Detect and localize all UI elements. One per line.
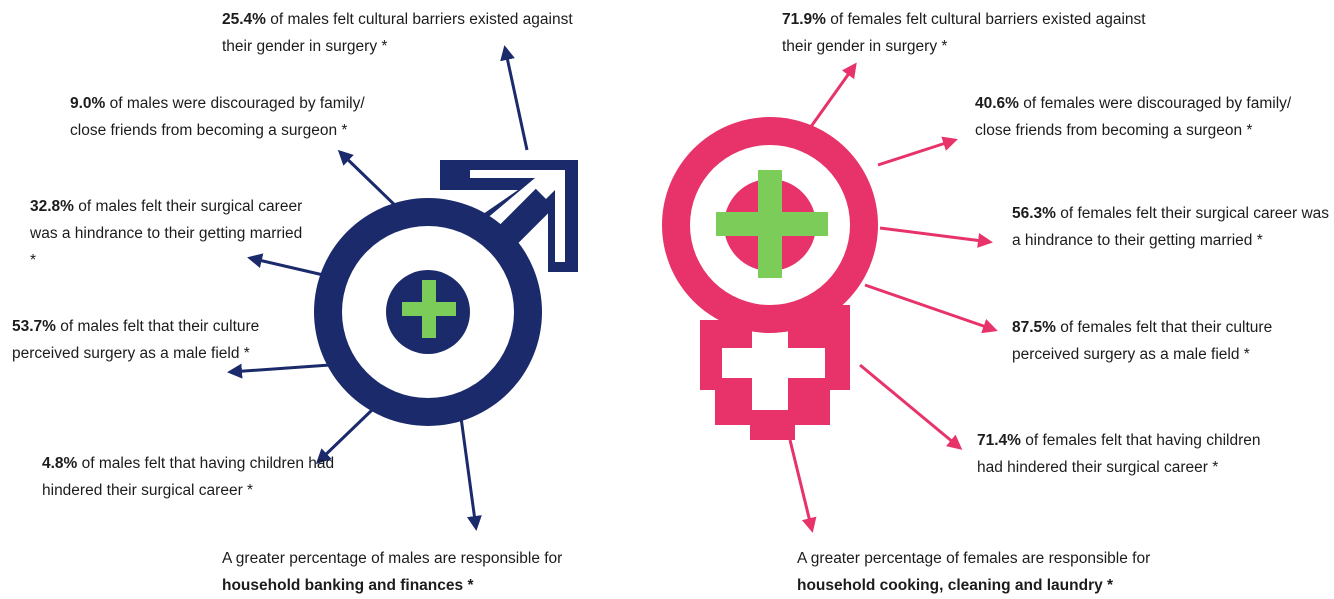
percent: 4.8% <box>42 455 78 472</box>
callout: 53.7% of males felt that their culture p… <box>12 313 267 367</box>
callout: 9.0% of males were discouraged by family… <box>70 90 395 144</box>
percent: 71.9% <box>782 11 826 28</box>
percent: 40.6% <box>975 95 1019 112</box>
callout-text: of females felt cultural barriers existe… <box>782 11 1146 55</box>
callout-text: of females were discouraged by family/ c… <box>975 95 1292 139</box>
note-text: A greater percentage of females are resp… <box>797 550 1151 567</box>
percent: 53.7% <box>12 318 56 335</box>
callout-text: of males felt that their culture perceiv… <box>12 318 260 362</box>
callout: 56.3% of females felt their surgical car… <box>1012 200 1332 254</box>
callout: 71.9% of females felt cultural barriers … <box>782 6 1162 60</box>
percent: 87.5% <box>1012 319 1056 336</box>
percent: 9.0% <box>70 95 106 112</box>
note-bold: household cooking, cleaning and laundry … <box>797 577 1114 594</box>
female-symbol <box>662 117 878 440</box>
callout-text: of males felt cultural barriers existed … <box>222 11 573 55</box>
callout-text: of females felt that having children had… <box>977 432 1261 476</box>
note-bold: household banking and finances * <box>222 577 474 594</box>
male-symbol <box>314 160 578 426</box>
callout: 40.6% of females were discouraged by fam… <box>975 90 1300 144</box>
callout: 87.5% of females felt that their culture… <box>1012 314 1332 368</box>
callout-text: of females felt that their culture perce… <box>1012 319 1273 363</box>
callout-text: of males felt that having children had h… <box>42 455 335 499</box>
callout: 4.8% of males felt that having children … <box>42 450 342 504</box>
callout-text: of males felt their surgical career was … <box>30 198 303 269</box>
callout: 71.4% of females felt that having childr… <box>977 427 1277 481</box>
percent: 71.4% <box>977 432 1021 449</box>
plus-markers <box>402 170 828 338</box>
note: A greater percentage of females are resp… <box>797 545 1227 599</box>
female-arrows <box>788 62 998 533</box>
percent: 32.8% <box>30 198 74 215</box>
percent: 25.4% <box>222 11 266 28</box>
note: A greater percentage of males are respon… <box>222 545 642 599</box>
callout: 25.4% of males felt cultural barriers ex… <box>222 6 592 60</box>
callout-text: of females felt their surgical career wa… <box>1012 205 1330 249</box>
note-text: A greater percentage of males are respon… <box>222 550 563 567</box>
callout: 32.8% of males felt their surgical caree… <box>30 193 305 274</box>
callout-text: of males were discouraged by family/ clo… <box>70 95 365 139</box>
percent: 56.3% <box>1012 205 1056 222</box>
